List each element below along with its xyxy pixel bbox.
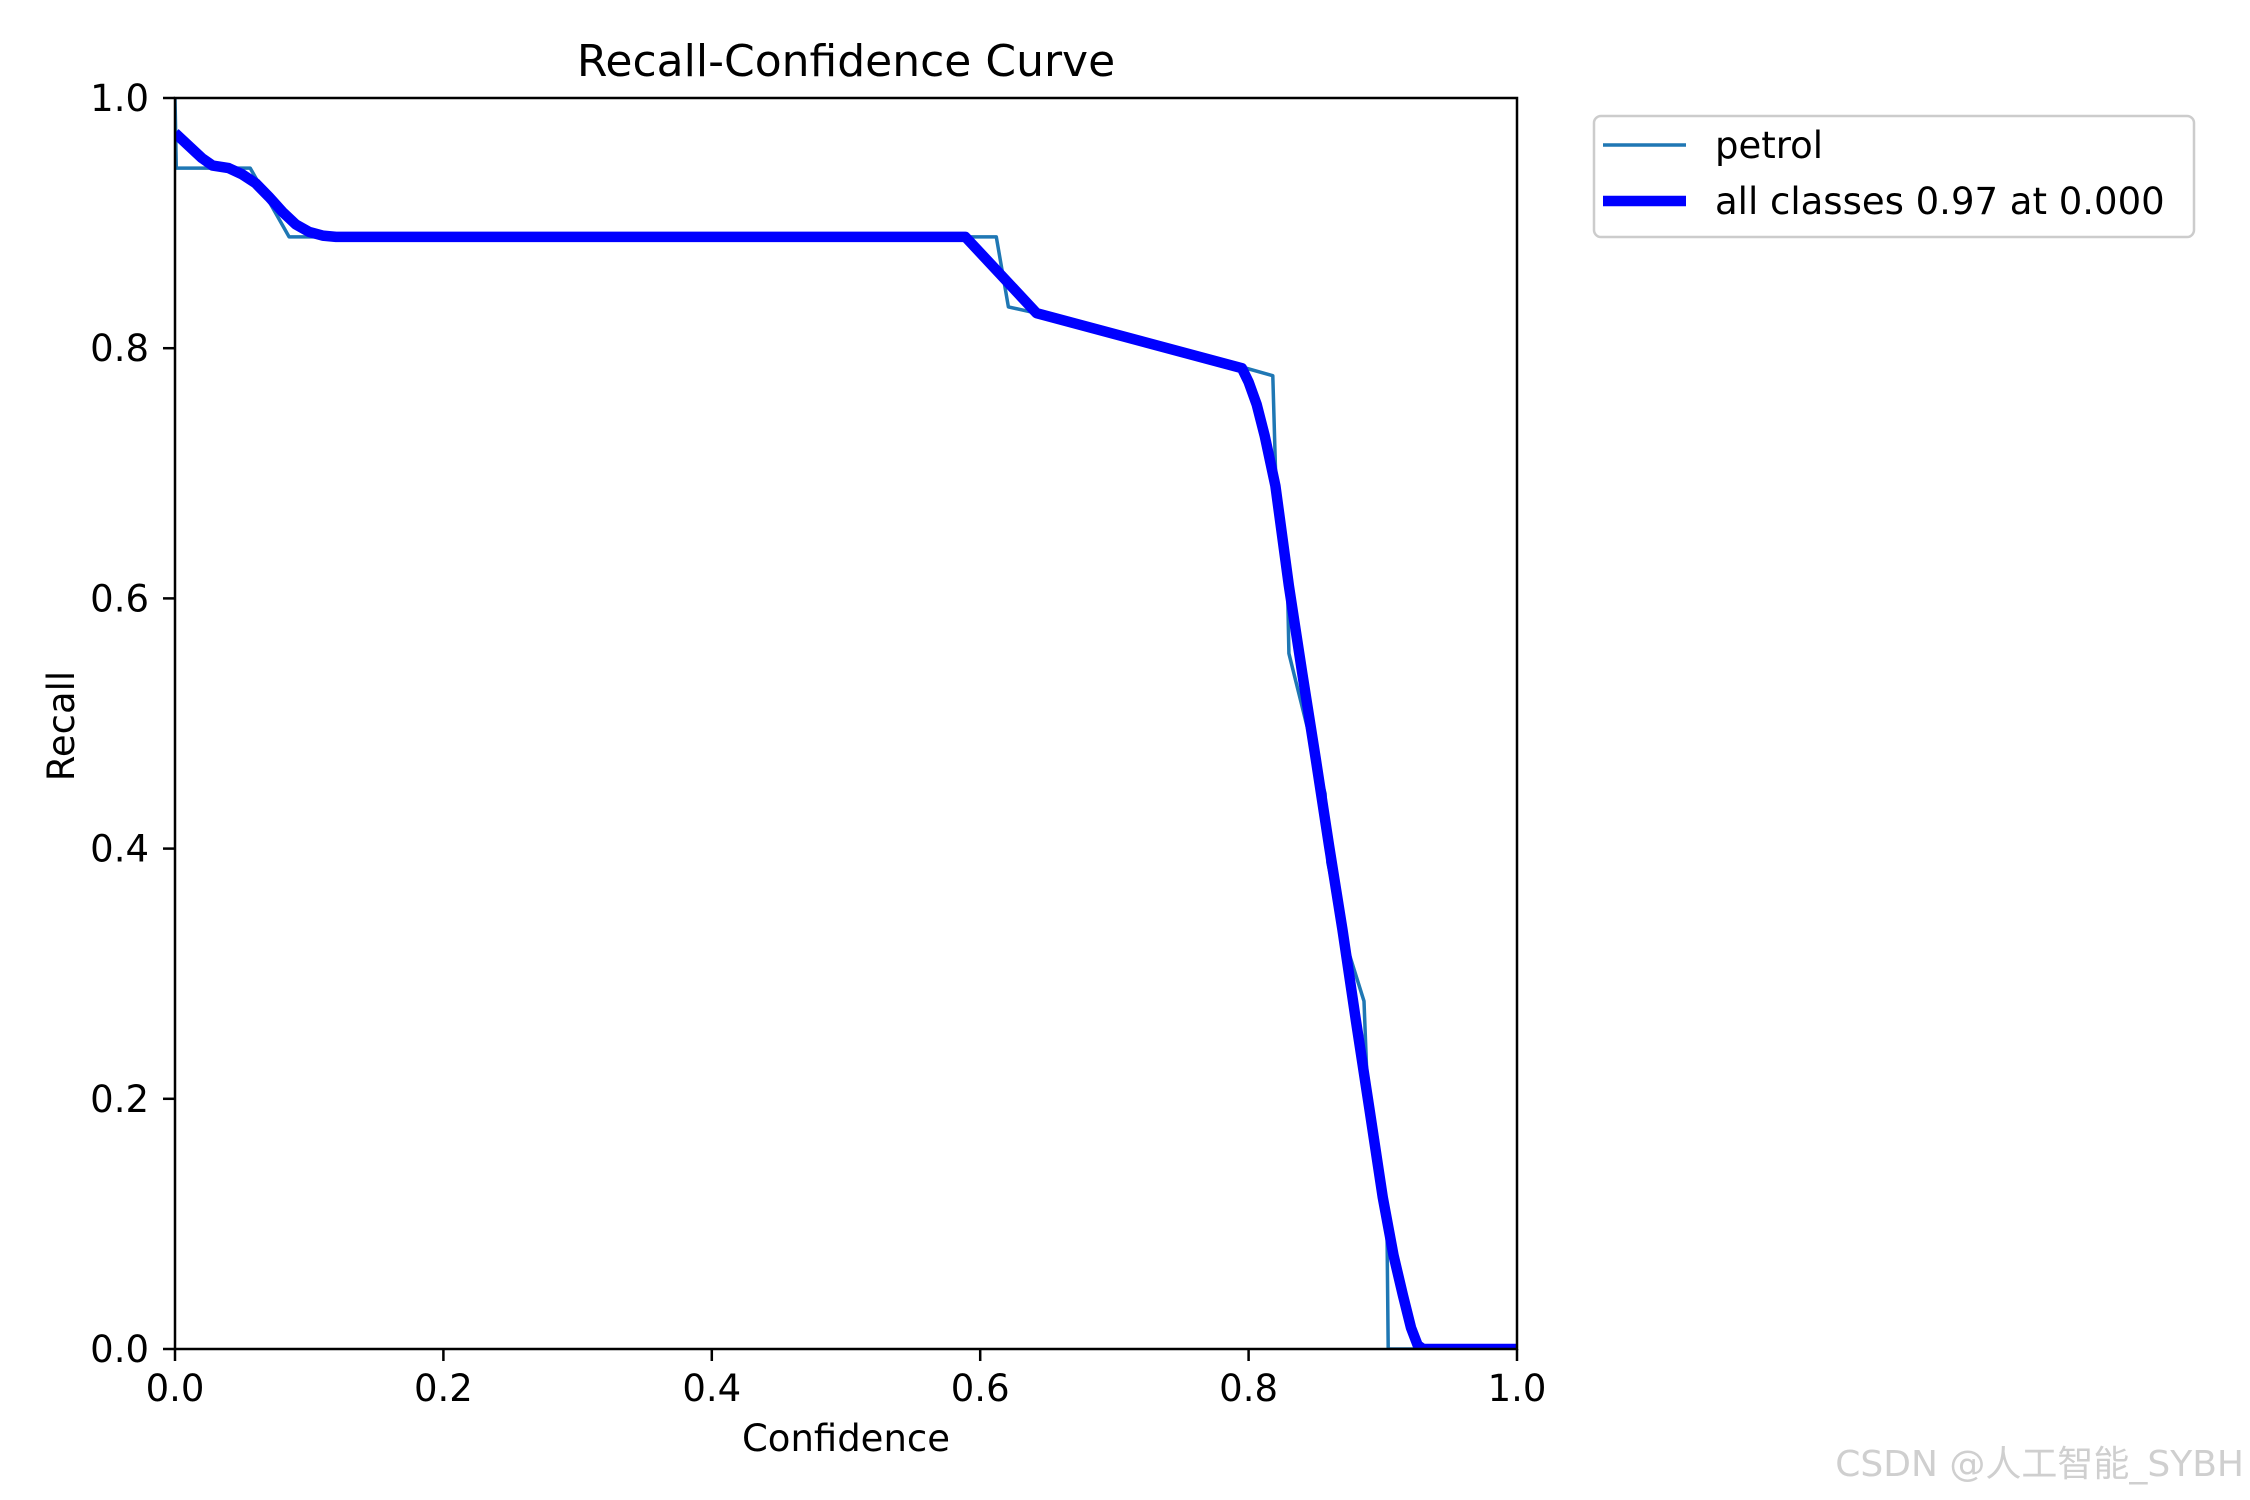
y-axis-ticks: 0.0 0.2 0.4 0.6 0.8 1.0 <box>90 77 175 1371</box>
x-tick-label: 0.4 <box>682 1367 741 1410</box>
legend-label-all-classes: all classes 0.97 at 0.000 <box>1715 180 2165 223</box>
x-tick-label: 0.8 <box>1219 1367 1278 1410</box>
watermark: CSDN @人工智能_SYBH <box>1835 1444 2244 1485</box>
series-line-all-classes-0-97-at-0-000 <box>175 129 1517 1349</box>
chart-title: Recall-Confidence Curve <box>577 36 1115 87</box>
axes-frame <box>173 96 1519 1351</box>
x-axis-label: Confidence <box>742 1417 950 1460</box>
y-tick-label: 0.0 <box>90 1328 149 1371</box>
plot-area <box>173 96 1519 1351</box>
plot-background <box>175 98 1517 1349</box>
x-axis-ticks: 0.0 0.2 0.4 0.6 0.8 1.0 <box>146 1349 1547 1410</box>
y-tick-label: 0.2 <box>90 1078 149 1121</box>
y-tick-label: 1.0 <box>90 77 149 120</box>
x-tick-label: 0.2 <box>414 1367 473 1410</box>
series-layer <box>175 98 1517 1349</box>
legend: petrol all classes 0.97 at 0.000 <box>1592 114 2196 239</box>
x-tick-label: 0.6 <box>951 1367 1010 1410</box>
x-tick-label: 1.0 <box>1488 1367 1547 1410</box>
y-tick-label: 0.4 <box>90 828 149 871</box>
y-tick-label: 0.6 <box>90 577 149 620</box>
y-axis-label: Recall <box>40 671 83 781</box>
y-tick-label: 0.8 <box>90 327 149 370</box>
x-tick-label: 0.0 <box>146 1367 205 1410</box>
legend-label-petrol: petrol <box>1715 124 1823 167</box>
legend-box <box>1592 114 2196 239</box>
